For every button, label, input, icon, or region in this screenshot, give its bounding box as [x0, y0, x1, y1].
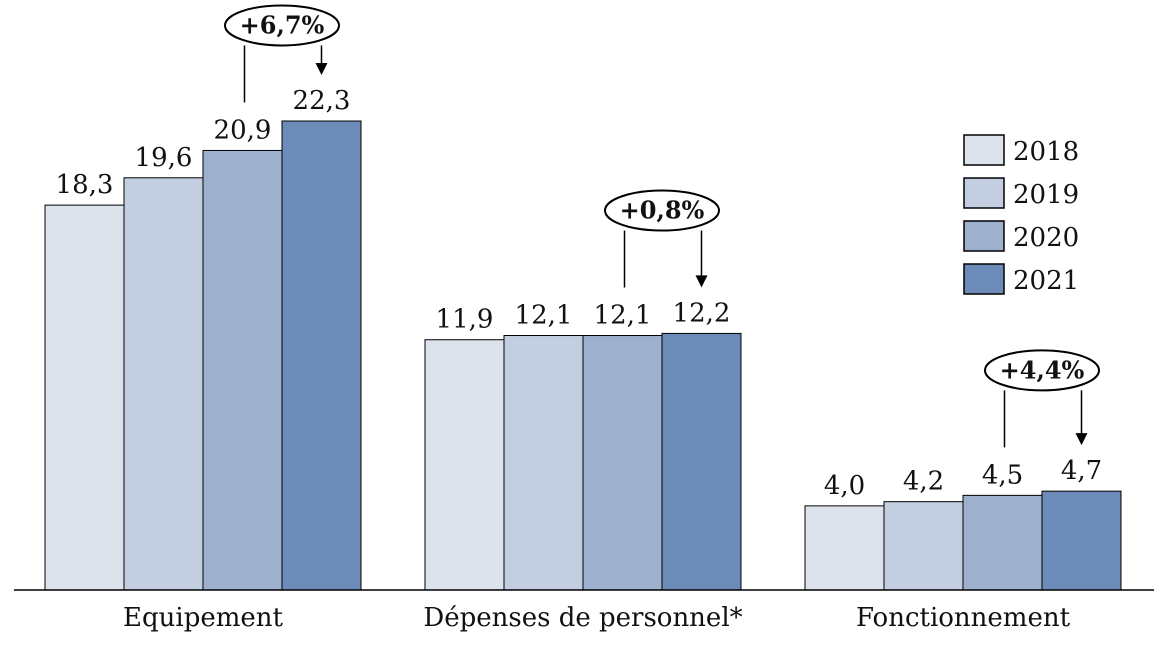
value-label-fonctionnement-2020: 4,5: [982, 460, 1023, 490]
bar-equipement-2020: [202, 149, 283, 591]
value-label-depenses-de-personnel-2021: 12,2: [673, 298, 731, 328]
annotation-text: +6,7%: [240, 10, 325, 39]
legend-label-2020: 2020: [1013, 223, 1079, 253]
bars: [44, 120, 1122, 591]
bar-fonctionnement-2018: [804, 505, 885, 591]
category-label-equipement: Equipement: [123, 603, 284, 633]
value-label-fonctionnement-2018: 4,0: [824, 471, 865, 501]
bar-equipement-2019: [123, 177, 204, 591]
bar-equipement-2018: [44, 204, 125, 591]
bar-depenses-de-personnel-2021: [661, 332, 742, 591]
legend-swatch-2018: [963, 134, 1005, 166]
legend: 2018 2019 2020 2021: [963, 134, 1079, 296]
value-labels: 18,3 19,6 20,9 22,3 11,9 12,1 12,1 12,2 4,0 4,2 4,…: [56, 86, 1103, 501]
bar-equipement-2021: [281, 120, 362, 591]
annotation-bubble: [604, 189, 720, 232]
value-label-depenses-de-personnel-2020: 12,1: [594, 301, 652, 331]
bar-fonctionnement-2019: [883, 501, 964, 591]
annotation-arrow-head: [1075, 433, 1088, 446]
value-label-depenses-de-personnel-2018: 11,9: [436, 305, 494, 335]
legend-label-2018: 2018: [1013, 137, 1079, 167]
legend-swatch-2020: [963, 220, 1005, 252]
bar-fonctionnement-2021: [1041, 490, 1122, 591]
annotation-arrow-head: [695, 275, 708, 288]
legend-label-2021: 2021: [1013, 266, 1079, 296]
category-labels: Equipement Dépenses de personnel* Fonction…: [123, 603, 1071, 633]
value-label-equipement-2020: 20,9: [214, 115, 272, 145]
value-label-fonctionnement-2019: 4,2: [903, 467, 944, 497]
legend-swatch-2021: [963, 263, 1005, 295]
category-label-depenses-de-personnel: Dépenses de personnel*: [423, 603, 742, 633]
annotation-arrow-head: [315, 63, 328, 75]
bar-depenses-de-personnel-2020: [582, 335, 663, 591]
legend-swatch-2019: [963, 177, 1005, 209]
bar-depenses-de-personnel-2019: [503, 335, 584, 591]
annotation-bubble: [984, 349, 1100, 392]
value-label-equipement-2018: 18,3: [56, 170, 114, 200]
value-label-fonctionnement-2021: 4,7: [1061, 456, 1102, 486]
bar-depenses-de-personnel-2018: [424, 339, 505, 591]
annotation-depenses-de-personnel: +0,8%: [604, 189, 720, 288]
annotation-bubble: [224, 4, 340, 47]
annotations: +6,7% +0,8% +4,4%: [224, 4, 1100, 448]
value-label-depenses-de-personnel-2019: 12,1: [515, 301, 573, 331]
value-label-equipement-2021: 22,3: [293, 86, 351, 116]
value-label-equipement-2019: 19,6: [135, 143, 193, 173]
annotation-text: +0,8%: [620, 196, 705, 225]
annotation-fonctionnement: +4,4%: [984, 349, 1100, 448]
annotation-text: +4,4%: [1000, 355, 1085, 384]
annotation-equipement: +6,7%: [224, 4, 340, 103]
category-label-fonctionnement: Fonctionnement: [856, 603, 1071, 633]
bar-fonctionnement-2020: [962, 494, 1043, 591]
legend-label-2019: 2019: [1013, 180, 1079, 210]
